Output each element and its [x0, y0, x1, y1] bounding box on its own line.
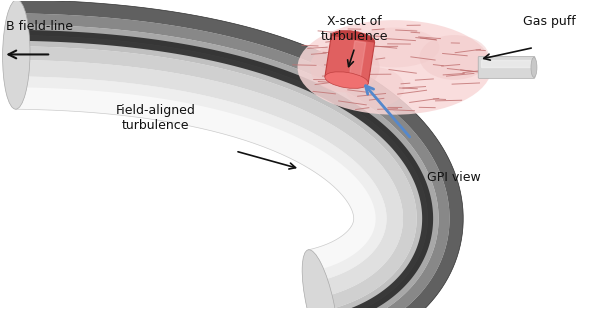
Ellipse shape	[531, 57, 537, 77]
FancyBboxPatch shape	[478, 57, 535, 78]
Polygon shape	[17, 0, 463, 309]
Ellipse shape	[350, 28, 439, 67]
Ellipse shape	[325, 72, 368, 88]
Ellipse shape	[298, 20, 491, 115]
Text: X-sect of
turbulence: X-sect of turbulence	[321, 15, 388, 43]
Ellipse shape	[419, 35, 489, 80]
Polygon shape	[16, 60, 403, 298]
Ellipse shape	[345, 67, 405, 107]
Polygon shape	[325, 36, 375, 83]
Polygon shape	[16, 87, 376, 271]
Ellipse shape	[302, 250, 338, 309]
Polygon shape	[16, 46, 417, 309]
Ellipse shape	[331, 31, 375, 47]
Polygon shape	[16, 93, 370, 266]
Polygon shape	[16, 76, 387, 282]
Polygon shape	[16, 30, 433, 309]
Text: B field-line: B field-line	[6, 19, 73, 33]
Polygon shape	[16, 13, 450, 309]
Polygon shape	[16, 35, 428, 309]
Polygon shape	[349, 41, 365, 80]
Text: Field-aligned
turbulence: Field-aligned turbulence	[116, 104, 196, 132]
Ellipse shape	[310, 43, 379, 92]
Polygon shape	[481, 61, 532, 67]
Ellipse shape	[2, 0, 30, 109]
Text: GPI view: GPI view	[427, 171, 481, 184]
Polygon shape	[16, 24, 439, 309]
Text: Gas puff: Gas puff	[522, 15, 575, 28]
